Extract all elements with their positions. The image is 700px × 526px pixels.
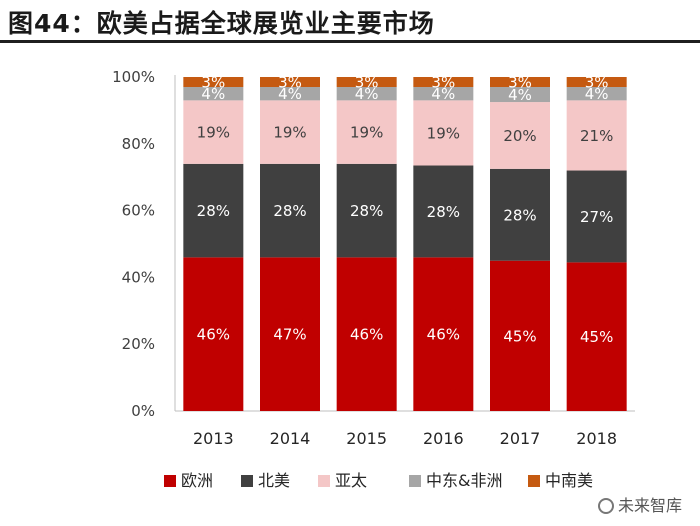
bar-segment — [490, 260, 550, 411]
bar-segment — [183, 163, 244, 258]
data-label: 28% — [503, 206, 536, 224]
bar-segment — [336, 100, 397, 164]
legend-label: 北美 — [258, 471, 290, 490]
y-tick-label: 80% — [122, 135, 155, 153]
y-tick-label: 40% — [122, 268, 155, 286]
legend-label: 中南美 — [545, 471, 593, 490]
bar-segment — [336, 87, 397, 101]
data-label: 45% — [503, 327, 536, 345]
x-tick-label: 2014 — [270, 429, 311, 448]
data-label: 27% — [580, 208, 613, 226]
bar-segment — [566, 262, 627, 411]
data-label: 28% — [350, 202, 383, 220]
x-tick-label: 2013 — [193, 429, 234, 448]
data-label: 19% — [273, 124, 306, 142]
title-underline — [0, 40, 700, 43]
data-label: 21% — [580, 127, 613, 145]
wechat-icon — [597, 498, 614, 514]
legend-swatch — [318, 475, 330, 487]
bar-segment — [490, 168, 550, 261]
data-label: 4% — [355, 85, 379, 103]
bar-segment — [183, 257, 244, 411]
bar-segment — [566, 87, 627, 101]
bar-segment — [336, 163, 397, 258]
data-label: 4% — [508, 86, 532, 104]
legend-swatch — [528, 475, 540, 487]
y-tick-label: 20% — [122, 335, 155, 353]
bar-segment — [566, 100, 627, 171]
data-label: 46% — [350, 326, 383, 344]
watermark-text: 未来智库 — [617, 496, 682, 515]
bar-segment — [336, 257, 397, 411]
data-label: 3% — [355, 74, 379, 92]
bar-segment — [413, 165, 474, 258]
y-tick-label: 0% — [131, 402, 155, 420]
legend-swatch — [409, 475, 421, 487]
bar-segment — [490, 87, 550, 103]
legend-swatch — [164, 475, 176, 487]
data-label: 19% — [427, 124, 460, 142]
bar-segment — [260, 163, 320, 258]
data-label: 4% — [585, 85, 609, 103]
legend-label: 中东&非洲 — [426, 471, 502, 490]
bar-segment — [260, 87, 320, 101]
data-label: 28% — [273, 202, 306, 220]
bar-segment — [413, 77, 474, 88]
data-label: 4% — [201, 85, 225, 103]
data-label: 3% — [278, 74, 302, 92]
data-label: 3% — [585, 74, 609, 92]
chart-title: 图44：欧美占据全球展览业主要市场 — [8, 9, 435, 38]
title-bar: 图44：欧美占据全球展览业主要市场 — [0, 0, 700, 43]
data-label: 46% — [197, 326, 230, 344]
bar-segment — [566, 77, 627, 88]
bar-segment — [260, 257, 320, 411]
data-label: 28% — [427, 203, 460, 221]
data-label: 28% — [197, 202, 230, 220]
data-label: 3% — [201, 74, 225, 92]
bar-segment — [183, 87, 244, 101]
data-label: 4% — [431, 85, 455, 103]
bar-segment — [336, 77, 397, 88]
data-label: 20% — [503, 127, 536, 145]
data-label: 3% — [508, 74, 532, 92]
data-label: 46% — [427, 326, 460, 344]
x-tick-label: 2015 — [346, 429, 387, 448]
x-tick-label: 2018 — [576, 429, 617, 448]
data-label: 4% — [278, 85, 302, 103]
bar-segment — [260, 77, 320, 88]
bar-segment — [183, 100, 244, 164]
watermark: 未来智库 — [597, 492, 682, 516]
y-tick-label: 100% — [112, 68, 155, 86]
bar-segment — [183, 77, 244, 88]
bar-segment — [260, 100, 320, 164]
data-label: 19% — [350, 124, 383, 142]
data-label: 19% — [197, 124, 230, 142]
bar-segment — [490, 102, 550, 169]
x-tick-label: 2016 — [423, 429, 464, 448]
y-tick-label: 60% — [122, 202, 155, 220]
bar-segment — [413, 87, 474, 101]
bar-segment — [413, 257, 474, 411]
bar-segment — [490, 77, 550, 88]
legend-label: 亚太 — [335, 471, 367, 490]
legend-label: 欧洲 — [181, 471, 213, 490]
data-label: 47% — [273, 326, 306, 344]
data-label: 3% — [431, 74, 455, 92]
bar-segment — [566, 170, 627, 263]
bar-segment — [413, 100, 474, 166]
x-tick-label: 2017 — [500, 429, 541, 448]
legend-swatch — [241, 475, 253, 487]
data-label: 45% — [580, 328, 613, 346]
